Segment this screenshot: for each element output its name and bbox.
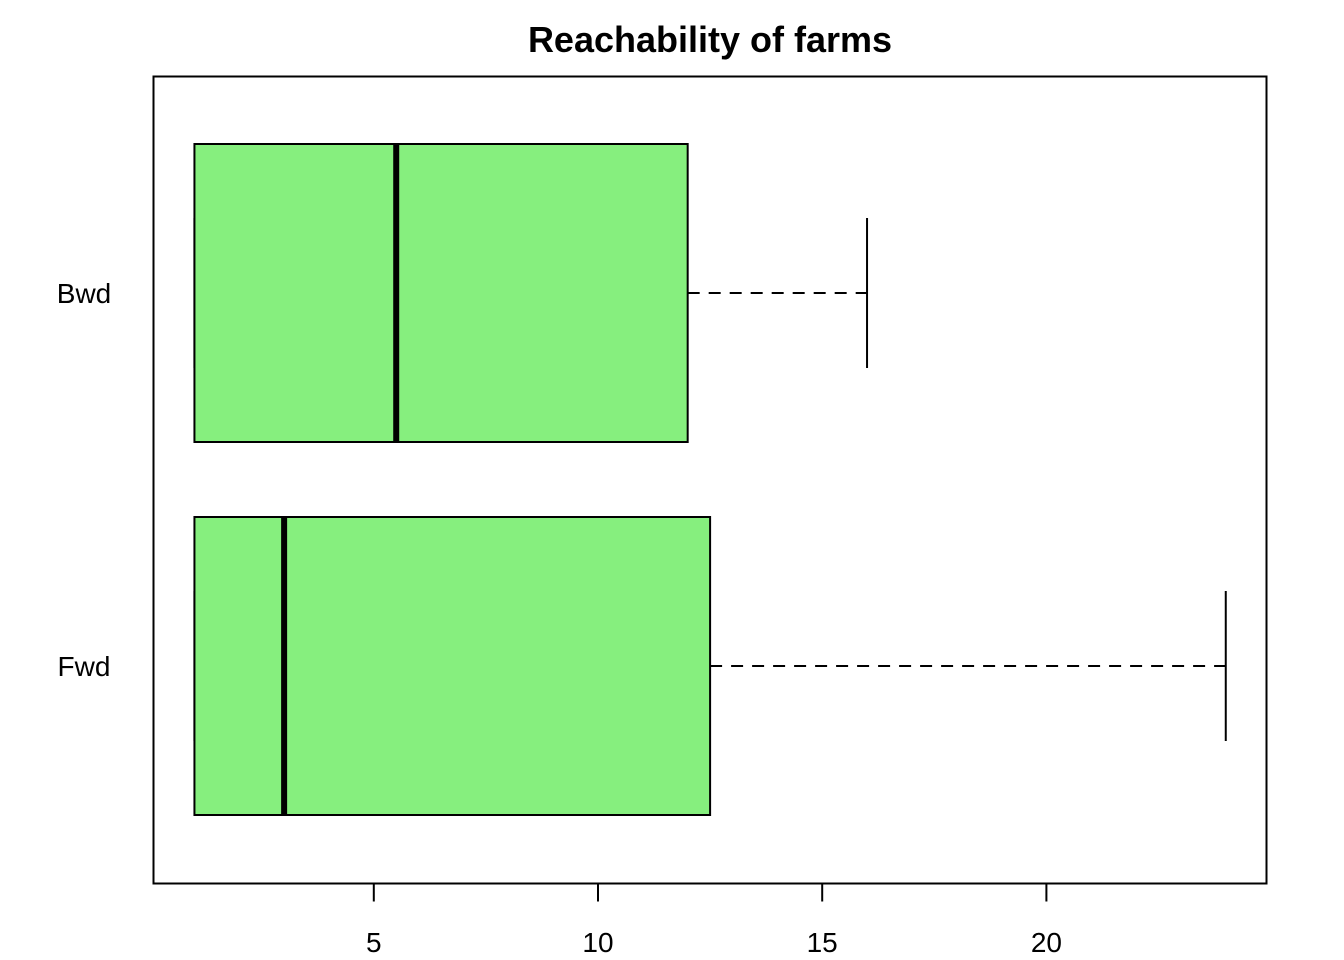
boxes-layer bbox=[193, 143, 1227, 816]
x-tick-label-15: 15 bbox=[807, 927, 838, 958]
x-tick-label-20: 20 bbox=[1031, 927, 1062, 958]
x-axis: 5 10 15 20 bbox=[366, 883, 1062, 958]
iqr-box-fwd bbox=[193, 516, 712, 816]
chart-title: Reachability of farms bbox=[528, 19, 892, 60]
x-tick-label-5: 5 bbox=[366, 927, 382, 958]
category-label-fwd: Fwd bbox=[58, 651, 111, 682]
y-axis-labels: Fwd Bwd bbox=[57, 278, 111, 682]
plot-frame bbox=[152, 75, 1268, 885]
iqr-box-bwd bbox=[193, 143, 689, 443]
box-bwd bbox=[193, 143, 869, 443]
category-label-bwd: Bwd bbox=[57, 278, 111, 309]
box-fwd bbox=[193, 516, 1227, 816]
x-tick-label-10: 10 bbox=[582, 927, 613, 958]
